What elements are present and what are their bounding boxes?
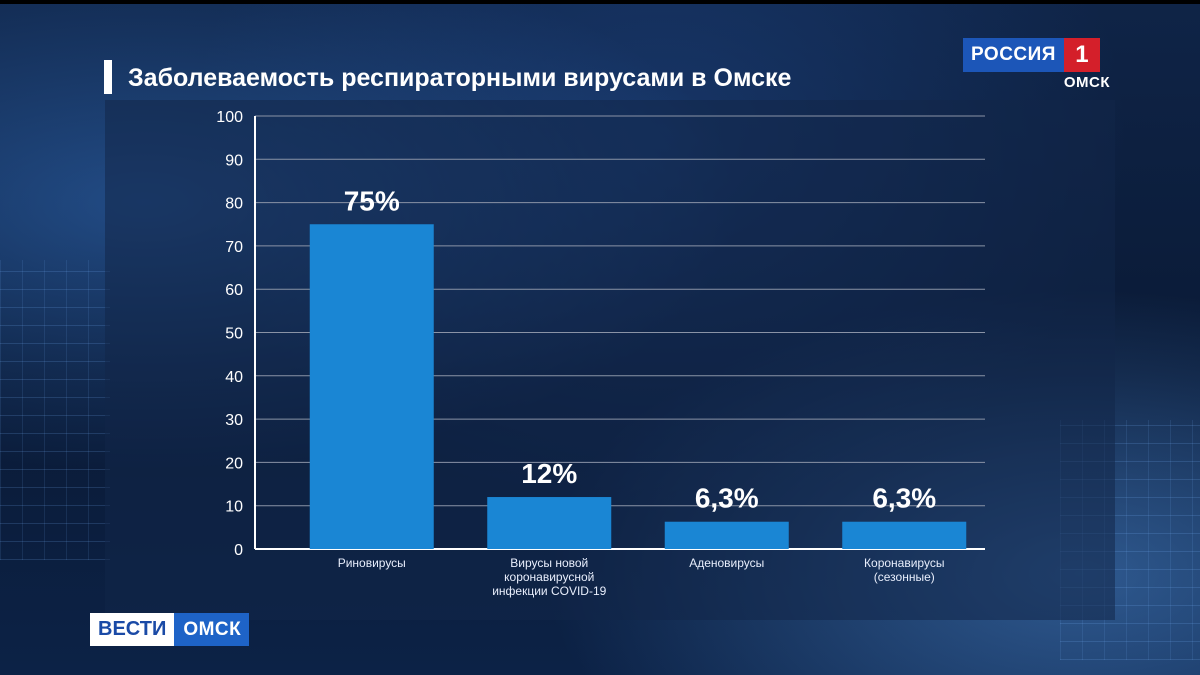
category-label: Риновирусы	[338, 556, 406, 570]
title-accent-bar	[104, 60, 112, 94]
program-logo-name: ВЕСТИ	[90, 613, 175, 646]
y-tick-label: 80	[225, 196, 243, 213]
data-label: 12%	[521, 458, 577, 489]
program-logo-city: ОМСК	[174, 613, 250, 646]
bar	[487, 497, 612, 549]
channel-city: ОМСК	[1063, 74, 1110, 91]
y-tick-label: 10	[225, 499, 243, 516]
y-tick-label: 100	[216, 109, 243, 126]
bar	[664, 521, 789, 549]
y-tick-label: 0	[234, 542, 243, 559]
background-grid-left	[0, 260, 110, 560]
y-tick-label: 50	[225, 326, 243, 343]
data-label: 6,3%	[872, 483, 936, 514]
y-tick-label: 30	[225, 412, 243, 429]
bar	[309, 224, 434, 549]
data-label: 75%	[344, 185, 400, 216]
channel-logo: РОССИЯ 1	[963, 38, 1100, 72]
y-tick-label: 60	[225, 282, 243, 299]
chart-title: Заболеваемость респираторными вирусами в…	[128, 64, 792, 92]
y-tick-label: 70	[225, 239, 243, 256]
data-label: 6,3%	[695, 483, 759, 514]
category-label: Коронавирусы (сезонные)	[864, 556, 944, 584]
category-label: Аденовирусы	[689, 556, 764, 570]
y-tick-label: 20	[225, 455, 243, 472]
y-tick-label: 40	[225, 369, 243, 386]
category-label: Вирусы новой коронавирусной инфекции COVID…	[492, 556, 606, 598]
channel-logo-name: РОССИЯ	[963, 38, 1064, 72]
top-strip	[0, 0, 1200, 4]
bar	[842, 521, 967, 549]
program-logo: ВЕСТИ ОМСК	[90, 613, 250, 646]
channel-logo-number: 1	[1063, 38, 1100, 72]
y-tick-label: 90	[225, 152, 243, 169]
